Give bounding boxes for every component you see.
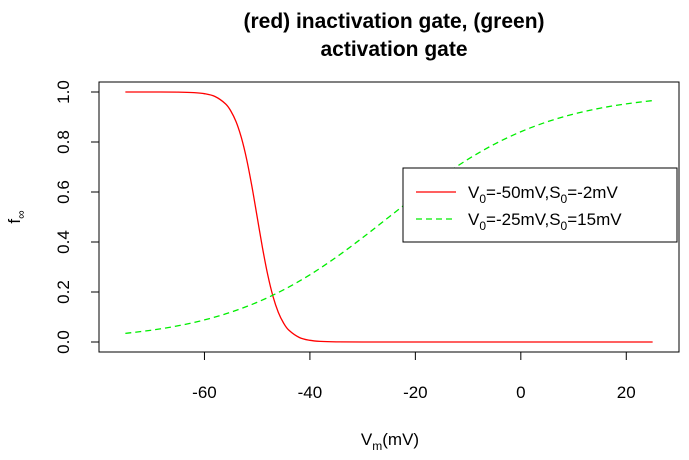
legend-box [402,167,678,243]
y-tick-label: 0.2 [54,280,73,304]
series-line-1 [125,91,653,343]
y-tick-label: 0.6 [54,180,73,204]
plot-area [125,91,653,343]
x-tick-label: -60 [192,383,217,402]
legend-label-2: V0=-25mV,S0=15mV [468,210,622,233]
x-tick-label: -20 [403,383,428,402]
x-axis: -60 -40 -20 0 20 [192,351,636,402]
legend-label-1: V0=-50mV,S0=-2mV [468,183,618,206]
x-axis-label: Vm(mV) [361,430,419,453]
chart-title-line2: activation gate [320,38,467,61]
chart-title-line1: (red) inactivation gate, (green) [243,10,544,33]
y-tick-label: 0.0 [54,330,73,354]
y-tick-label: 0.4 [54,230,73,254]
x-tick-label: 0 [516,383,525,402]
y-tick-label: 0.8 [54,130,73,154]
y-tick-label: 1.0 [54,80,73,104]
x-tick-label: 20 [617,383,636,402]
x-tick-label: -40 [298,383,323,402]
y-axis-label: f∞ [5,210,28,223]
legend: V0=-50mV,S0=-2mV V0=-25mV,S0=15mV [402,167,678,243]
series-line-2 [125,99,653,335]
y-axis: 0.0 0.2 0.4 0.6 0.8 1.0 [54,80,100,354]
